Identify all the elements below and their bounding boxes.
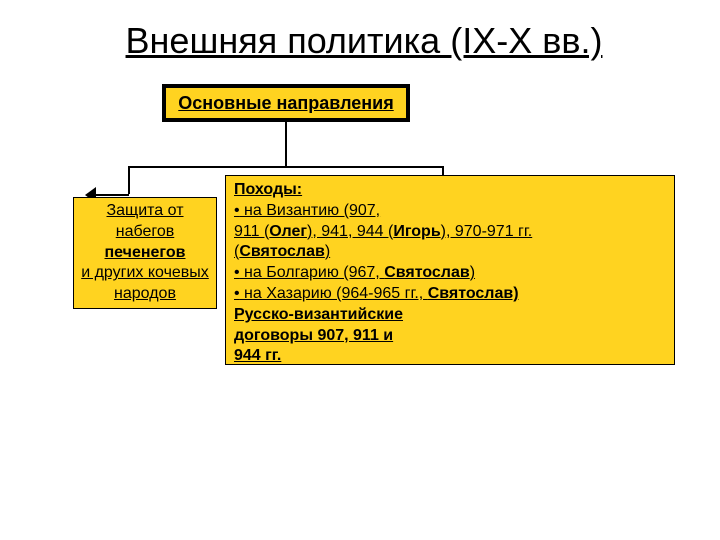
left-line4: и других кочевых [81,264,209,281]
b1-cont2-bold: Святослав [239,243,325,260]
left-branch-text: Защита от набегов печенегов и других коч… [81,201,209,305]
slide-canvas: Внешняя политика (IX-X вв.) Основные нап… [0,0,720,540]
b1-cont1-mid: ), 941, 944 ( [307,223,393,240]
b2-bold: Святослав [384,264,470,281]
page-title: Внешняя политика (IX-X вв.) [69,20,659,62]
tail3: 944 гг. [234,347,281,364]
left-line5: народов [114,285,176,302]
b1-cont2-post: ) [325,243,330,260]
right-branch-text: Походы: • на Византию (907, 911 (Олег), … [234,180,666,367]
connector-left-arrow-line [93,194,129,196]
b2-pre: на Болгарию (967, [240,264,385,281]
tail1: Русско-византийские [234,306,403,323]
left-branch-node: Защита от набегов печенегов и других коч… [73,197,217,309]
tail2: договоры 907, 911 и [234,327,393,344]
b1-cont1-bold2: Игорь [393,223,440,240]
connector-stem [285,122,287,168]
b2-post: ) [470,264,475,281]
left-line2: набегов [116,223,175,240]
right-branch-node: Походы: • на Византию (907, 911 (Олег), … [225,175,675,365]
right-header: Походы: [234,181,302,198]
b3-bold: Святослав) [428,285,519,302]
left-line1: Защита от [106,202,183,219]
b1-cont1-post: ), 970-971 гг. [441,223,533,240]
left-line3: печенегов [105,244,186,261]
b1-cont1-bold: Олег [269,223,307,240]
b3-pre: на Хазарию (964-965 гг., [240,285,428,302]
connector-horizontal [128,166,444,168]
root-node: Основные направления [162,84,410,122]
b1-cont1-pre: 911 ( [234,223,269,240]
connector-left-drop [128,166,130,194]
b1-pre: на Византию (907, [240,202,380,219]
root-node-label: Основные направления [178,93,393,114]
